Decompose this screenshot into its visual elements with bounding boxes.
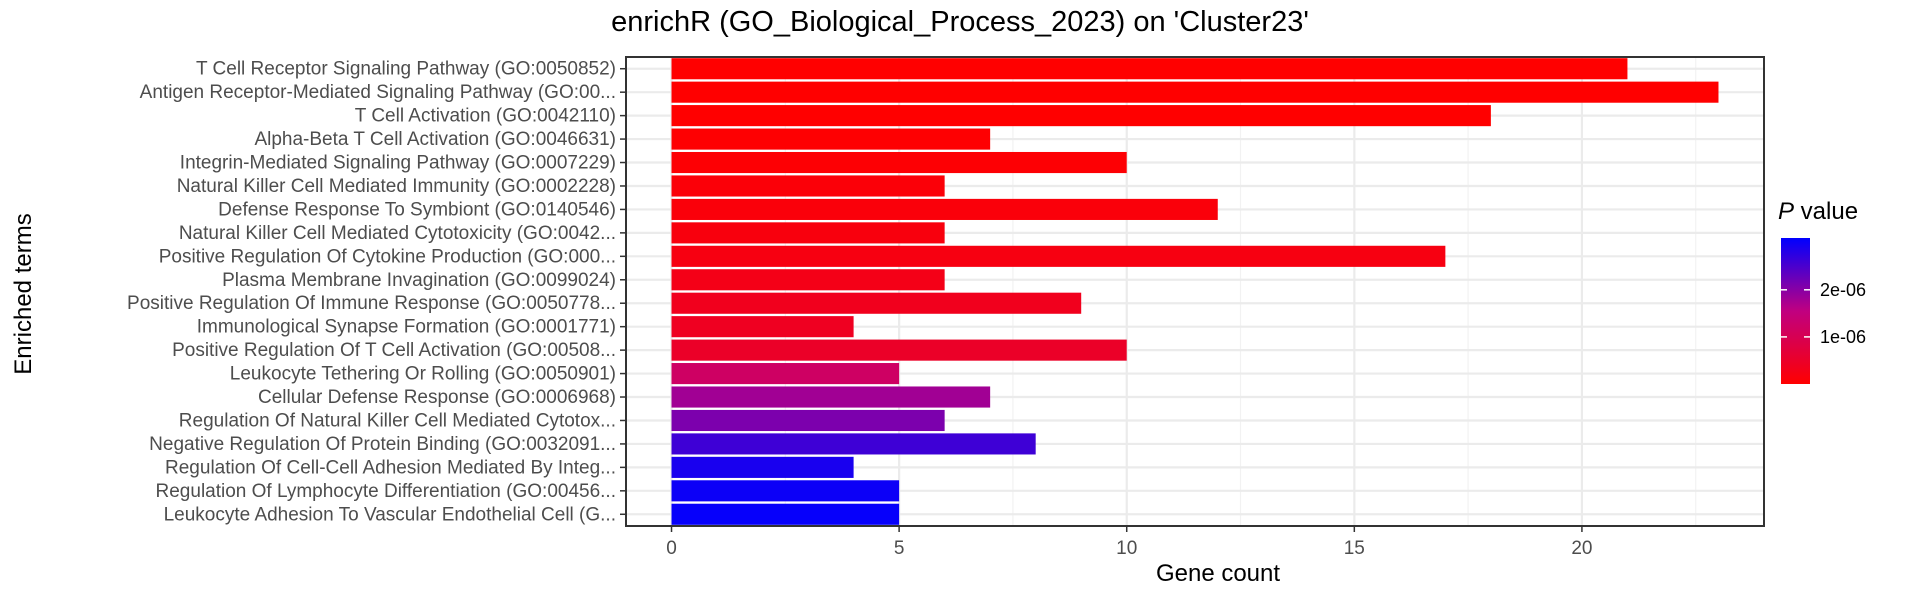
- bar: [671, 222, 945, 244]
- y-tick-label: Antigen Receptor-Mediated Signaling Path…: [140, 82, 616, 103]
- y-tick-label: Defense Response To Symbiont (GO:0140546…: [218, 199, 616, 220]
- bar: [671, 105, 1491, 127]
- y-tick-label: Natural Killer Cell Mediated Immunity (G…: [177, 176, 616, 197]
- legend-title-p: P: [1778, 198, 1795, 225]
- bar: [671, 409, 945, 432]
- legend-tick-label: 2e-06: [1820, 280, 1866, 300]
- y-tick-label: Negative Regulation Of Protein Binding (…: [149, 434, 616, 455]
- legend-tick-label: 1e-06: [1820, 327, 1866, 347]
- x-tick-label: 15: [1344, 538, 1365, 559]
- bar: [671, 339, 1127, 361]
- bar: [671, 175, 945, 197]
- x-tick-label: 0: [666, 538, 677, 559]
- bar: [671, 151, 1127, 174]
- y-tick-label: Regulation Of Lymphocyte Differentiation…: [156, 481, 616, 502]
- x-tick-label: 20: [1571, 538, 1592, 559]
- x-axis-title: Gene count: [1155, 560, 1281, 587]
- y-tick-label: T Cell Activation (GO:0042110): [355, 106, 616, 127]
- bar: [671, 363, 900, 385]
- y-tick-label: Immunological Synapse Formation (GO:0001…: [197, 317, 616, 338]
- x-tick-label: 5: [894, 538, 905, 559]
- y-tick-label: Positive Regulation Of T Cell Activation…: [172, 340, 616, 361]
- bar: [671, 198, 1218, 220]
- bar: [671, 128, 991, 150]
- y-tick-label: Natural Killer Cell Mediated Cytotoxicit…: [179, 223, 616, 244]
- bar: [671, 433, 1036, 455]
- bar: [671, 386, 991, 408]
- y-tick-label: Cellular Defense Response (GO:0006968): [258, 387, 616, 408]
- y-tick-label: Integrin-Mediated Signaling Pathway (GO:…: [180, 153, 616, 174]
- y-tick-label: Plasma Membrane Invagination (GO:0099024…: [222, 270, 616, 291]
- bar: [671, 58, 1628, 80]
- y-tick-label: T Cell Receptor Signaling Pathway (GO:00…: [196, 59, 616, 80]
- panel-border: [625, 56, 1765, 527]
- y-tick-label: Alpha-Beta T Cell Activation (GO:0046631…: [254, 129, 616, 150]
- bar: [671, 245, 1446, 267]
- bar: [671, 269, 945, 291]
- bar: [671, 316, 854, 338]
- bar: [671, 456, 854, 478]
- legend-title: P value: [1778, 198, 1858, 226]
- bar: [671, 503, 900, 525]
- y-tick-label: Positive Regulation Of Immune Response (…: [127, 293, 616, 314]
- y-tick-label: Regulation Of Cell-Cell Adhesion Mediate…: [165, 457, 616, 478]
- bar: [671, 292, 1082, 314]
- y-tick-label: Leukocyte Tethering Or Rolling (GO:00509…: [230, 364, 616, 385]
- y-tick-label: Leukocyte Adhesion To Vascular Endotheli…: [164, 504, 616, 525]
- chart-title: enrichR (GO_Biological_Process_2023) on …: [611, 6, 1309, 38]
- y-tick-label: Regulation Of Natural Killer Cell Mediat…: [179, 410, 616, 431]
- y-tick-label: Positive Regulation Of Cytokine Producti…: [159, 246, 616, 267]
- bar: [671, 480, 900, 502]
- bar: [671, 81, 1719, 103]
- legend-title-rest: value: [1794, 198, 1859, 225]
- legend-colorbar: [1781, 238, 1810, 384]
- x-tick-label: 10: [1116, 538, 1137, 559]
